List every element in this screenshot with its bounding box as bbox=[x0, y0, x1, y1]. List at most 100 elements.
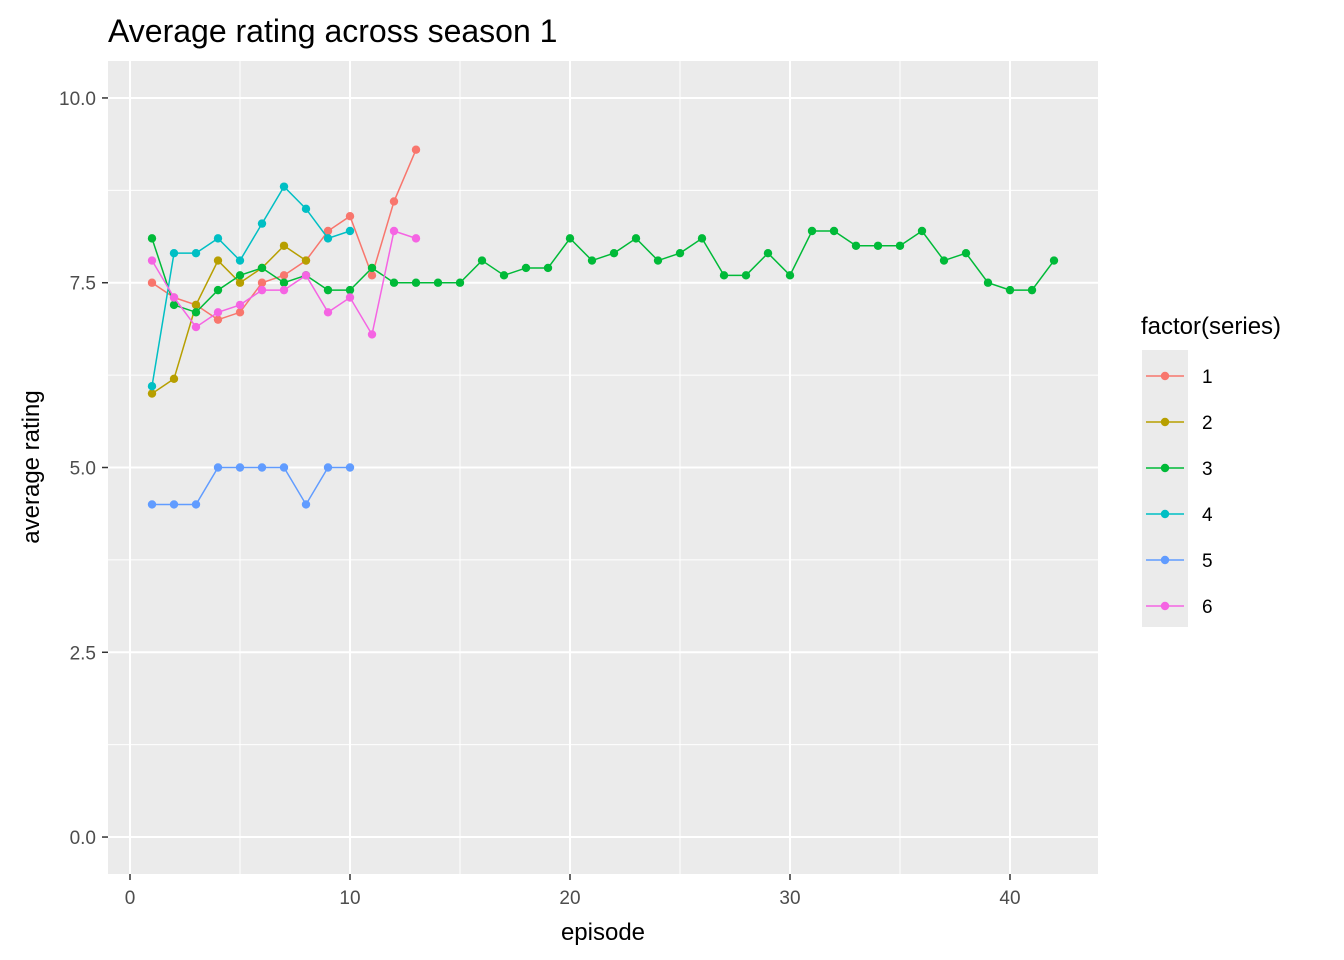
series-2-point bbox=[169, 374, 179, 384]
series-4-point bbox=[191, 248, 201, 258]
series-4-point bbox=[301, 204, 311, 214]
series-6-point bbox=[323, 308, 333, 317]
series-5-point bbox=[279, 463, 289, 472]
series-2-point bbox=[147, 389, 157, 398]
series-3-point bbox=[191, 308, 201, 317]
series-3-point bbox=[587, 256, 597, 265]
legend-items: 1 2 3 4 5 6 bbox=[1146, 367, 1213, 618]
legend-item-3: 3 bbox=[1146, 459, 1213, 480]
series-3-point bbox=[477, 256, 487, 265]
series-3-point bbox=[653, 256, 663, 265]
series-4-point bbox=[213, 234, 223, 243]
legend-item-1: 1 bbox=[1146, 367, 1213, 388]
series-3-point bbox=[807, 226, 817, 236]
series-3-point bbox=[1049, 256, 1059, 265]
legend-label: 1 bbox=[1202, 367, 1213, 388]
series-1-point bbox=[235, 308, 245, 317]
series-3-point bbox=[983, 278, 993, 287]
legend-key-background bbox=[1142, 350, 1188, 627]
series-6-point bbox=[301, 271, 311, 280]
series-5-line bbox=[152, 466, 350, 506]
series-5-point bbox=[345, 463, 355, 472]
series-3-point bbox=[279, 278, 289, 287]
series-6-point bbox=[257, 285, 267, 295]
series-4-point bbox=[323, 234, 333, 243]
legend-key-point bbox=[1160, 555, 1170, 565]
y-axis-title: average rating bbox=[18, 390, 45, 543]
series-3-point bbox=[213, 285, 223, 295]
series-6-point bbox=[411, 234, 421, 243]
chart-title: Average rating across season 1 bbox=[108, 13, 557, 49]
series-3-point bbox=[235, 271, 245, 280]
series-3-point bbox=[499, 271, 509, 280]
y-tick-label: 0.0 bbox=[70, 828, 96, 849]
series-5-point bbox=[257, 463, 267, 472]
series-3-point bbox=[719, 271, 729, 280]
series-3-point bbox=[521, 263, 531, 273]
series-3-point bbox=[169, 300, 179, 310]
series-2 bbox=[147, 241, 311, 398]
series-2-point bbox=[301, 256, 311, 265]
series-1-point bbox=[257, 278, 267, 287]
series-2-point bbox=[235, 278, 245, 287]
series-2-point bbox=[191, 300, 201, 310]
series-4-point bbox=[147, 382, 157, 391]
series-3-point bbox=[565, 234, 575, 243]
series-6 bbox=[147, 226, 421, 339]
series-1-point bbox=[323, 226, 333, 236]
series-5-point bbox=[191, 500, 201, 509]
series-5-point bbox=[147, 500, 157, 509]
series-3-point bbox=[917, 226, 927, 236]
legend-key-point bbox=[1160, 509, 1170, 519]
legend-label: 6 bbox=[1202, 597, 1213, 618]
legend-label: 3 bbox=[1202, 459, 1213, 480]
legend-key-point bbox=[1160, 463, 1170, 473]
series-3-point bbox=[389, 278, 399, 287]
legend-item-4: 4 bbox=[1146, 505, 1213, 526]
series-6-point bbox=[213, 308, 223, 317]
series-3-point bbox=[741, 271, 751, 280]
legend-label: 2 bbox=[1202, 413, 1213, 434]
series-4-line bbox=[151, 185, 351, 387]
series-3-point bbox=[323, 285, 333, 295]
series-6-point bbox=[147, 256, 157, 265]
series-4 bbox=[147, 182, 355, 391]
legend-key-point bbox=[1160, 417, 1170, 427]
series-3-point bbox=[543, 263, 553, 273]
x-tick-label: 40 bbox=[999, 888, 1020, 909]
series-4-point bbox=[169, 248, 179, 258]
series-3-point bbox=[829, 226, 839, 236]
series-3-point bbox=[631, 234, 641, 243]
series-4-point bbox=[279, 182, 289, 191]
series-2-point bbox=[213, 256, 223, 265]
series-3-point bbox=[895, 241, 905, 250]
series-3-point bbox=[785, 271, 795, 280]
series-3-point bbox=[257, 263, 267, 273]
x-tick-label: 30 bbox=[779, 888, 800, 909]
legend-title: factor(series) bbox=[1141, 313, 1281, 340]
series-2-line bbox=[151, 244, 307, 395]
y-tick-label: 10.0 bbox=[59, 89, 96, 110]
x-axis-title: episode bbox=[561, 919, 645, 946]
series-1-point bbox=[147, 278, 157, 287]
legend-key-point bbox=[1160, 371, 1170, 381]
series-5-point bbox=[213, 463, 223, 472]
legend-item-2: 2 bbox=[1146, 413, 1213, 434]
series-3-point bbox=[851, 241, 861, 250]
series-5-point bbox=[169, 500, 179, 509]
axis-ticks: 0 10 20 30 40 0.0 2.5 5.0 7.5 10.0 bbox=[59, 89, 1021, 909]
series-6-point bbox=[235, 300, 245, 310]
legend: factor(series) 1 2 3 4 5 6 bbox=[1141, 313, 1281, 627]
series-1-point bbox=[279, 271, 289, 280]
legend-label: 4 bbox=[1202, 505, 1213, 526]
series-3-point bbox=[1005, 285, 1015, 295]
series-1-point bbox=[411, 145, 421, 154]
series-3-point bbox=[367, 263, 377, 273]
series-3-point bbox=[455, 278, 465, 287]
series-5-point bbox=[301, 500, 311, 509]
series-3-point bbox=[873, 241, 883, 250]
series-1-point bbox=[389, 197, 399, 206]
series-6-point bbox=[191, 322, 201, 332]
y-tick-label: 7.5 bbox=[70, 274, 96, 295]
series-6-point bbox=[169, 293, 179, 302]
